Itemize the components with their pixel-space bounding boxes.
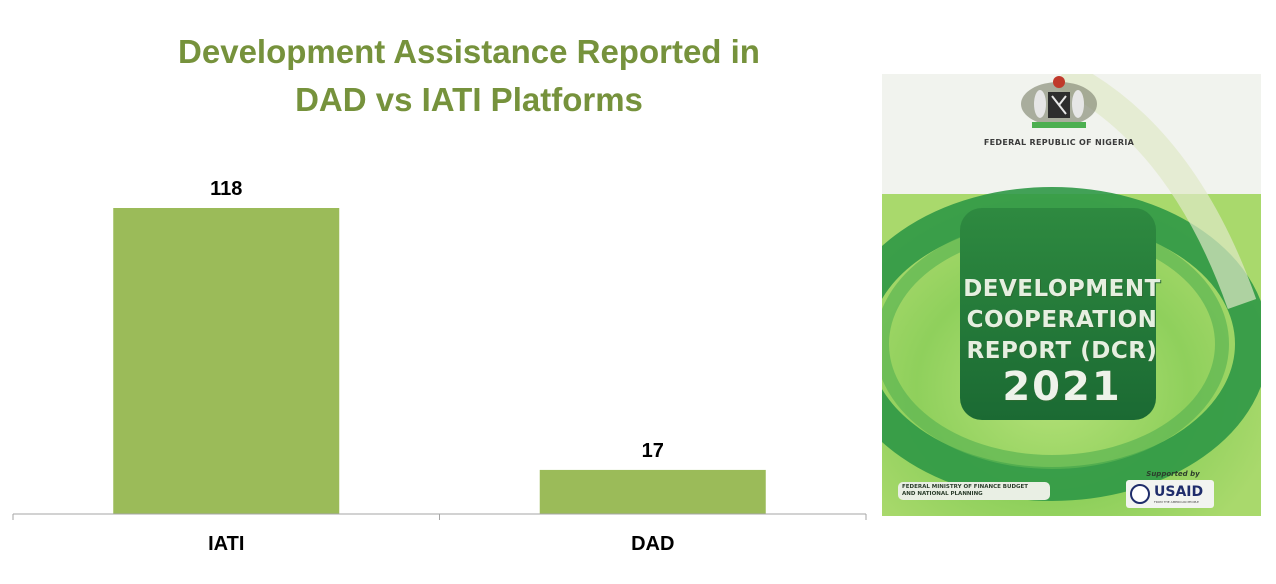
chart-title-line-2: DAD vs IATI Platforms <box>295 81 643 118</box>
usaid-logo: USAID <box>1154 484 1204 500</box>
cover-ministry-line-2: AND NATIONAL PLANNING <box>902 491 983 497</box>
chart-title: Development Assistance Reported in DAD v… <box>0 28 938 124</box>
cover-title-line-1: DEVELOPMENT <box>963 276 1161 302</box>
x-axis <box>12 513 867 520</box>
report-cover-image: FEDERAL REPUBLIC OF NIGERIA DEVELOPMENT … <box>882 74 1261 516</box>
bar-chart: 118 IATI 17 DAD <box>12 178 867 555</box>
bars-layer <box>113 208 766 514</box>
cover-supported-by: Supported by <box>1146 470 1200 478</box>
chart-title-line-1: Development Assistance Reported in <box>178 33 760 70</box>
usaid-seal-icon <box>1130 484 1150 504</box>
tick-label-dad: DAD <box>631 533 674 555</box>
cover-title-line-3: REPORT (DCR) <box>966 338 1158 364</box>
cover-year: 2021 <box>1002 364 1122 410</box>
bar-dad <box>539 469 766 514</box>
data-label-dad: 17 <box>642 440 664 462</box>
usaid-tagline: FROM THE AMERICAN PEOPLE <box>1154 500 1199 504</box>
labels-layer: 118 IATI 17 DAD <box>208 178 674 555</box>
cover-title-line-2: COOPERATION <box>966 307 1158 333</box>
tick-label-iati: IATI <box>208 533 244 555</box>
cover-title: DEVELOPMENT COOPERATION REPORT (DCR) <box>960 274 1164 367</box>
cover-ministry: FEDERAL MINISTRY OF FINANCE BUDGET AND N… <box>898 482 1050 500</box>
data-label-iati: 118 <box>210 178 242 200</box>
bar-iati <box>113 208 340 514</box>
cover-artwork <box>882 74 1261 516</box>
cover-country: FEDERAL REPUBLIC OF NIGERIA <box>983 138 1135 147</box>
coat-of-arms-icon <box>1021 76 1097 128</box>
cover-ministry-line-1: FEDERAL MINISTRY OF FINANCE BUDGET <box>902 484 1029 490</box>
